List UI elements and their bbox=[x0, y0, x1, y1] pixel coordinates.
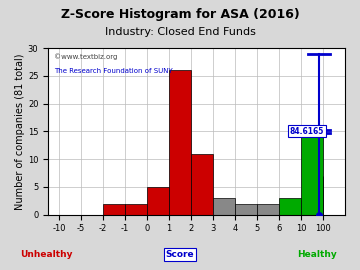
Text: 84.6165: 84.6165 bbox=[290, 127, 324, 136]
Text: Healthy: Healthy bbox=[297, 250, 337, 259]
Text: Score: Score bbox=[166, 250, 194, 259]
Text: Z-Score Histogram for ASA (2016): Z-Score Histogram for ASA (2016) bbox=[60, 8, 300, 21]
Bar bbox=[147, 187, 169, 215]
Y-axis label: Number of companies (81 total): Number of companies (81 total) bbox=[15, 53, 25, 210]
Bar bbox=[301, 131, 323, 215]
Text: Unhealthy: Unhealthy bbox=[21, 250, 73, 259]
Text: The Research Foundation of SUNY: The Research Foundation of SUNY bbox=[54, 68, 173, 74]
Text: ©www.textbiz.org: ©www.textbiz.org bbox=[54, 53, 117, 60]
Bar bbox=[169, 70, 191, 215]
Bar bbox=[279, 198, 301, 215]
Bar bbox=[103, 204, 125, 215]
Bar bbox=[235, 204, 257, 215]
Bar bbox=[191, 154, 213, 215]
Text: Industry: Closed End Funds: Industry: Closed End Funds bbox=[104, 27, 256, 37]
Bar bbox=[213, 198, 235, 215]
Bar bbox=[257, 204, 279, 215]
Bar bbox=[125, 204, 147, 215]
